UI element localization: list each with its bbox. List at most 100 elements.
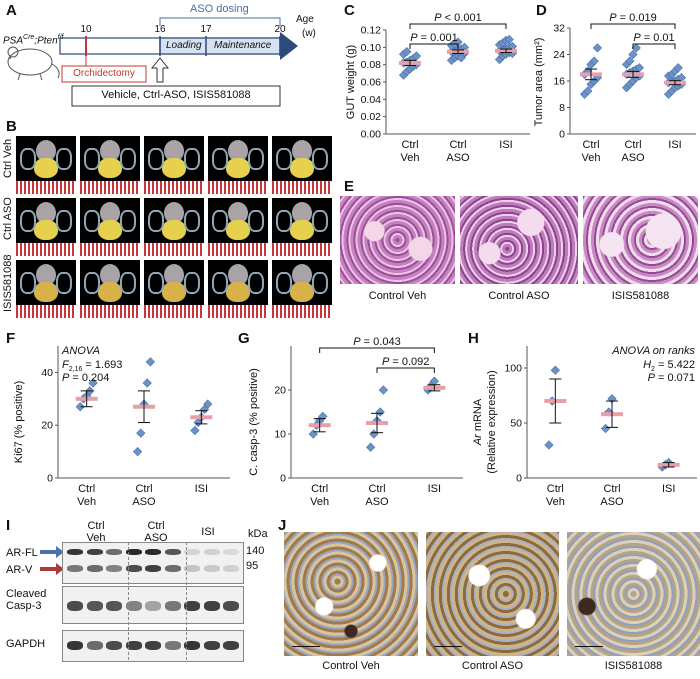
age-unit: (w) [302, 28, 316, 39]
mw-140: 140 [246, 545, 265, 557]
x-tick-label: Veh [77, 496, 96, 508]
he-image-control-veh [340, 196, 455, 284]
y-tick-label: 40 [41, 367, 53, 379]
orchidectomy-label: Orchidectomy [73, 68, 135, 79]
gross-photo [208, 260, 268, 318]
sig-bracket-1 [409, 23, 507, 29]
aso-dosing-header: ASO dosing [190, 3, 249, 15]
ihc-label-control-veh: Control Veh [322, 660, 380, 672]
x-tick-label: Ctrl [78, 483, 95, 495]
blot-band [223, 601, 239, 611]
scale-bar-1 [292, 646, 320, 647]
blot-band [164, 565, 181, 572]
x-tick-label: ASO [365, 496, 389, 508]
band-ar-v: AR-V [6, 564, 33, 576]
row-label-isis: ISIS581088 [2, 254, 14, 313]
y-axis-label: C. casp-3 (% positive) [248, 368, 260, 476]
data-point [504, 34, 514, 45]
gross-photo [144, 136, 204, 194]
blot-band [145, 549, 161, 555]
data-point [132, 446, 143, 457]
blot-band [106, 641, 122, 650]
x-tick-label: ISI [428, 483, 441, 495]
anova-p-value: P = 0.071 [648, 372, 695, 384]
phase-loading: Loading [166, 40, 202, 51]
band-ar-fl: AR-FL [6, 547, 38, 559]
blot-band [125, 565, 142, 572]
blot-band [106, 549, 122, 555]
blot-band [184, 549, 200, 555]
blot-cleaved-label: Cleaved Casp-3 [6, 588, 47, 612]
sig-bracket-1-label: P < 0.001 [434, 12, 481, 24]
he-image-control-aso [460, 196, 578, 284]
data-point [411, 51, 422, 61]
mouse-icon [7, 46, 60, 81]
anova-label: ANOVA on ranks [611, 345, 695, 357]
sig-bracket-2-label: P = 0.001 [410, 32, 457, 44]
y-axis-label: Ar mRNA [472, 398, 484, 446]
x-tick-label: Ctrl [547, 483, 564, 495]
sig-bracket-2-label: P = 0.01 [633, 32, 674, 44]
y-tick-label: 0.10 [361, 42, 382, 54]
ar-v-arrow-icon [40, 563, 64, 575]
x-tick-label: Ctrl [135, 483, 152, 495]
sig-bracket-2 [632, 43, 676, 49]
gross-photo [80, 136, 140, 194]
blot-band [164, 641, 181, 650]
blot-band [86, 549, 103, 555]
x-tick-label: Ctrl [311, 483, 328, 495]
data-point [628, 49, 638, 60]
y-axis-label: Tumor area (mm²) [533, 38, 545, 127]
data-point [88, 378, 98, 388]
phase-maintenance: Maintenance [214, 40, 272, 51]
y-tick-label: 24 [553, 49, 565, 61]
gross-photo [208, 136, 268, 194]
mouse-genotype: PSACre;Ptenf/f [3, 34, 64, 47]
lane-divider-1 [128, 542, 129, 660]
blot-band [203, 549, 220, 555]
blot-ar [62, 542, 244, 584]
scale-bar-2 [434, 646, 462, 647]
blot-band [67, 641, 83, 650]
data-point [589, 56, 599, 66]
data-point [402, 47, 412, 57]
gross-photo [80, 198, 140, 256]
row-label-ctrl-aso: Ctrl ASO [2, 197, 14, 240]
tick-10: 10 [80, 24, 92, 35]
sig-bracket-2 [376, 367, 435, 373]
ihc-image-control-aso [426, 532, 559, 656]
sig-bracket-2 [409, 43, 459, 49]
x-tick-label: Veh [401, 152, 420, 164]
x-tick-label: Veh [546, 496, 565, 508]
blot-band [106, 601, 122, 611]
y-tick-label: 0.08 [361, 59, 382, 71]
sig-bracket-1-label: P = 0.043 [353, 336, 400, 348]
y-tick-label: 32 [553, 23, 565, 35]
chart-gut-weight: 0.000.020.040.060.080.100.12CtrlVehCtrlA… [345, 12, 530, 164]
ihc-label-isis: ISIS581088 [604, 660, 663, 672]
sig-bracket-1 [319, 347, 435, 353]
wb-group-isi: ISI [201, 526, 215, 538]
tick-20: 20 [274, 24, 286, 35]
y-tick-label: 50 [510, 418, 522, 430]
scale-bar-3 [575, 646, 603, 647]
blot-band [86, 601, 103, 611]
anova-f-stat: F2,16 = 1.693 [62, 359, 122, 373]
gross-photo [144, 260, 204, 318]
x-tick-label: Veh [310, 496, 329, 508]
he-label-control-veh: Control Veh [368, 290, 427, 302]
blot-band [67, 601, 83, 611]
y-tick-label: 20 [41, 420, 53, 432]
panel-a-timeline: PSACre;Ptenf/f ASO dosing 10 16 17 20 Ag… [0, 0, 340, 118]
blot-band [184, 641, 200, 650]
y-tick-label: 20 [274, 385, 286, 397]
panel-label-e: E [344, 178, 355, 195]
tick-16: 16 [154, 24, 166, 35]
he-label-control-aso: Control ASO [488, 290, 550, 302]
gross-photo [272, 136, 332, 194]
panel-label-i: I [6, 517, 11, 534]
he-image-isis [583, 196, 698, 284]
gross-photo [16, 136, 76, 194]
ihc-label-control-aso: Control ASO [461, 660, 524, 672]
